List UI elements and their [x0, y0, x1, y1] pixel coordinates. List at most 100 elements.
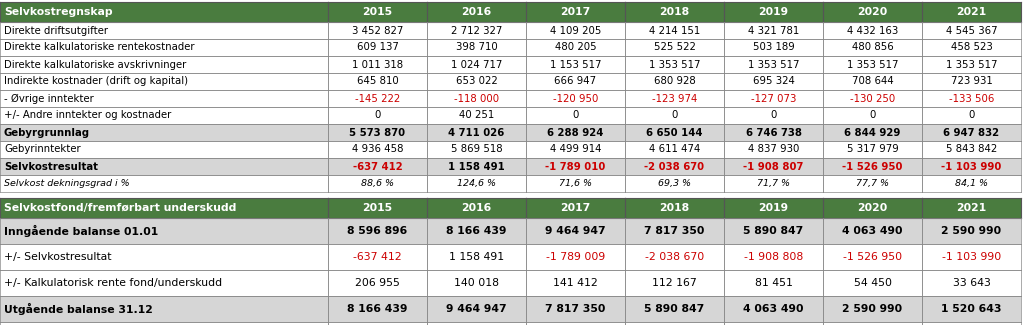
Bar: [823, 198, 922, 218]
Text: 2019: 2019: [759, 7, 788, 17]
Bar: [823, 107, 922, 124]
Bar: [922, 124, 1021, 141]
Text: -1 908 808: -1 908 808: [743, 252, 803, 262]
Text: 525 522: 525 522: [653, 43, 695, 53]
Text: 0: 0: [572, 111, 579, 121]
Bar: [625, 270, 724, 296]
Bar: [625, 107, 724, 124]
Text: 6 288 924: 6 288 924: [547, 127, 604, 137]
Text: Selvkostfond/fremførbart underskudd: Selvkostfond/fremførbart underskudd: [4, 203, 237, 213]
Bar: [625, 218, 724, 244]
Bar: [526, 141, 625, 158]
Text: 8 596 896: 8 596 896: [347, 226, 408, 236]
Bar: [328, 124, 427, 141]
Bar: [0, 158, 328, 175]
Text: -1 789 010: -1 789 010: [546, 162, 605, 172]
Text: -123 974: -123 974: [652, 94, 697, 103]
Text: 2 590 990: 2 590 990: [941, 226, 1001, 236]
Bar: [526, 2, 625, 22]
Text: Selvkost dekningsgrad i %: Selvkost dekningsgrad i %: [4, 179, 130, 188]
Bar: [823, 244, 922, 270]
Text: 1 011 318: 1 011 318: [352, 59, 403, 70]
Text: 71,6 %: 71,6 %: [559, 179, 592, 188]
Bar: [823, 322, 922, 325]
Bar: [0, 141, 328, 158]
Bar: [328, 270, 427, 296]
Text: 88,6 %: 88,6 %: [361, 179, 394, 188]
Text: 1 158 491: 1 158 491: [449, 162, 505, 172]
Text: Direkte kalkulatoriske avskrivninger: Direkte kalkulatoriske avskrivninger: [4, 59, 186, 70]
Bar: [427, 198, 526, 218]
Text: 4 063 490: 4 063 490: [743, 304, 804, 314]
Bar: [823, 56, 922, 73]
Bar: [328, 73, 427, 90]
Bar: [922, 73, 1021, 90]
Text: 2017: 2017: [560, 7, 591, 17]
Text: 2021: 2021: [956, 203, 987, 213]
Text: -145 222: -145 222: [355, 94, 400, 103]
Text: 4 432 163: 4 432 163: [847, 25, 898, 35]
Text: -127 073: -127 073: [751, 94, 797, 103]
Bar: [625, 198, 724, 218]
Bar: [526, 39, 625, 56]
Text: 1 024 717: 1 024 717: [451, 59, 502, 70]
Text: 2015: 2015: [362, 7, 392, 17]
Text: 4 109 205: 4 109 205: [550, 25, 601, 35]
Bar: [526, 56, 625, 73]
Text: +/- Kalkulatorisk rente fond/underskudd: +/- Kalkulatorisk rente fond/underskudd: [4, 278, 222, 288]
Text: 1 353 517: 1 353 517: [649, 59, 700, 70]
Bar: [823, 296, 922, 322]
Bar: [526, 175, 625, 192]
Bar: [922, 175, 1021, 192]
Bar: [526, 270, 625, 296]
Text: -130 250: -130 250: [850, 94, 895, 103]
Bar: [823, 158, 922, 175]
Bar: [724, 107, 823, 124]
Text: 4 321 781: 4 321 781: [748, 25, 799, 35]
Bar: [328, 22, 427, 39]
Bar: [0, 198, 328, 218]
Text: 2015: 2015: [362, 203, 392, 213]
Text: -637 412: -637 412: [352, 162, 402, 172]
Bar: [526, 198, 625, 218]
Bar: [625, 90, 724, 107]
Bar: [823, 73, 922, 90]
Text: 8 166 439: 8 166 439: [347, 304, 408, 314]
Text: 680 928: 680 928: [653, 76, 695, 86]
Bar: [526, 322, 625, 325]
Text: 0: 0: [969, 111, 975, 121]
Text: 0: 0: [869, 111, 876, 121]
Bar: [823, 2, 922, 22]
Bar: [526, 124, 625, 141]
Text: 77,7 %: 77,7 %: [856, 179, 889, 188]
Bar: [427, 322, 526, 325]
Text: -120 950: -120 950: [553, 94, 598, 103]
Bar: [328, 56, 427, 73]
Text: -637 412: -637 412: [353, 252, 401, 262]
Text: 2018: 2018: [659, 203, 689, 213]
Bar: [625, 175, 724, 192]
Text: 5 843 842: 5 843 842: [946, 145, 997, 154]
Text: 5 890 847: 5 890 847: [743, 226, 804, 236]
Text: 7 817 350: 7 817 350: [644, 226, 705, 236]
Bar: [0, 22, 328, 39]
Bar: [625, 39, 724, 56]
Text: Direkte driftsutgifter: Direkte driftsutgifter: [4, 25, 108, 35]
Text: -1 103 990: -1 103 990: [941, 162, 1001, 172]
Bar: [625, 124, 724, 141]
Bar: [526, 107, 625, 124]
Text: 609 137: 609 137: [356, 43, 398, 53]
Bar: [427, 2, 526, 22]
Text: -118 000: -118 000: [454, 94, 499, 103]
Text: -1 526 950: -1 526 950: [843, 252, 902, 262]
Bar: [0, 39, 328, 56]
Text: 2 590 990: 2 590 990: [843, 304, 902, 314]
Text: -1 103 990: -1 103 990: [942, 252, 1001, 262]
Text: 1 158 491: 1 158 491: [449, 252, 504, 262]
Text: 84,1 %: 84,1 %: [955, 179, 988, 188]
Bar: [427, 244, 526, 270]
Text: Direkte kalkulatoriske rentekostnader: Direkte kalkulatoriske rentekostnader: [4, 43, 195, 53]
Bar: [922, 270, 1021, 296]
Text: 2020: 2020: [857, 203, 888, 213]
Bar: [328, 141, 427, 158]
